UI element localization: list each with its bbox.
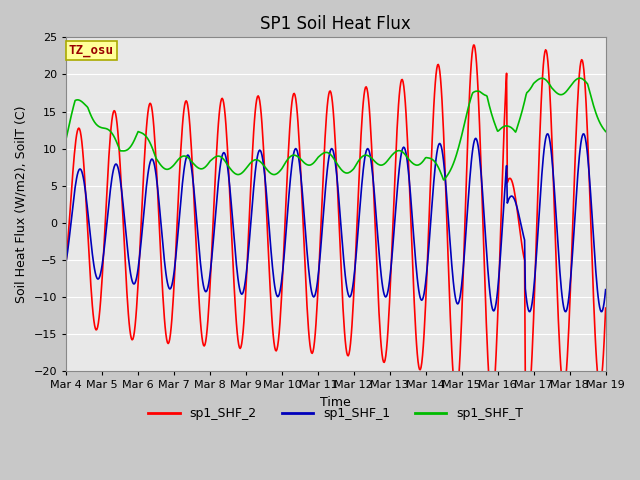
Legend: sp1_SHF_2, sp1_SHF_1, sp1_SHF_T: sp1_SHF_2, sp1_SHF_1, sp1_SHF_T (143, 402, 529, 425)
Title: SP1 Soil Heat Flux: SP1 Soil Heat Flux (260, 15, 412, 33)
sp1_SHF_T (127, 143, 135, 148)
sp1_SHF_1 (182, 155, 190, 161)
sp1_SHF_2 (127, 336, 135, 341)
sp1_SHF_2 (524, 398, 531, 404)
sp1_SHF_1 (417, 297, 425, 302)
sp1_SHF_1 (602, 287, 609, 292)
sp1_SHF_T (602, 129, 609, 134)
sp1_SHF_T (211, 155, 218, 160)
sp1_SHF_1 (62, 259, 70, 264)
sp1_SHF_T (576, 75, 584, 81)
Line: sp1_SHF_1: sp1_SHF_1 (66, 134, 605, 312)
X-axis label: Time: Time (321, 396, 351, 408)
sp1_SHF_T (62, 136, 70, 142)
sp1_SHF_1 (544, 131, 552, 137)
sp1_SHF_1 (401, 147, 409, 153)
sp1_SHF_2 (211, 187, 218, 192)
sp1_SHF_2 (470, 42, 477, 48)
sp1_SHF_2 (182, 98, 190, 104)
sp1_SHF_1 (72, 180, 79, 185)
sp1_SHF_1 (211, 222, 218, 228)
sp1_SHF_2 (417, 365, 425, 371)
sp1_SHF_1 (127, 275, 135, 281)
Text: TZ_osu: TZ_osu (68, 44, 114, 57)
sp1_SHF_T (417, 160, 425, 166)
Line: sp1_SHF_T: sp1_SHF_T (66, 78, 605, 180)
sp1_SHF_2 (401, 99, 409, 105)
sp1_SHF_2 (62, 259, 70, 264)
sp1_SHF_1 (526, 309, 534, 314)
sp1_SHF_2 (602, 305, 609, 311)
sp1_SHF_T (401, 152, 409, 157)
sp1_SHF_T (440, 177, 447, 183)
Y-axis label: Soil Heat Flux (W/m2), SoilT (C): Soil Heat Flux (W/m2), SoilT (C) (15, 106, 28, 303)
sp1_SHF_T (72, 97, 79, 103)
sp1_SHF_2 (72, 137, 79, 143)
sp1_SHF_T (182, 154, 190, 159)
Line: sp1_SHF_2: sp1_SHF_2 (66, 45, 605, 401)
